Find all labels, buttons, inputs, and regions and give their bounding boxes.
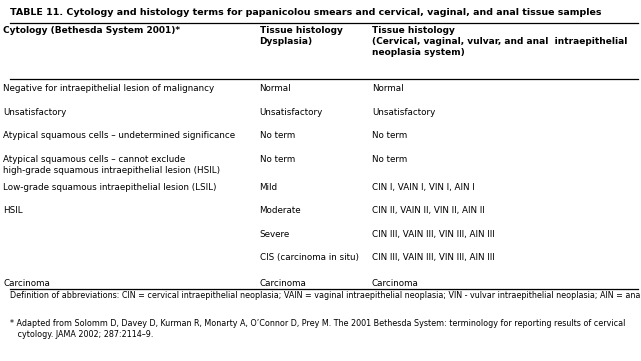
Text: Carcinoma: Carcinoma [260,279,306,288]
Text: Low-grade squamous intraepithelial lesion (LSIL): Low-grade squamous intraepithelial lesio… [3,183,217,192]
Text: Cytology (Bethesda System 2001)*: Cytology (Bethesda System 2001)* [3,26,180,35]
Text: CIN III, VAIN III, VIN III, AIN III: CIN III, VAIN III, VIN III, AIN III [372,253,494,262]
Text: No term: No term [372,155,407,164]
Text: Tissue histology
(Cervical, vaginal, vulvar, and anal  intraepithelial
neoplasia: Tissue histology (Cervical, vaginal, vul… [372,26,627,57]
Text: Carcinoma: Carcinoma [3,279,50,288]
Text: Mild: Mild [260,183,278,192]
Text: Unsatisfactory: Unsatisfactory [3,108,67,117]
Text: Unsatisfactory: Unsatisfactory [372,108,435,117]
Text: Atypical squamous cells – undetermined significance: Atypical squamous cells – undetermined s… [3,131,235,140]
Text: Atypical squamous cells – cannot exclude
high-grade squamous intraepithelial les: Atypical squamous cells – cannot exclude… [3,155,221,175]
Text: Definition of abbreviations: CIN = cervical intraepithelial neoplasia; VAIN = va: Definition of abbreviations: CIN = cervi… [10,291,641,300]
Text: Tissue histology
Dysplasia): Tissue histology Dysplasia) [260,26,342,46]
Text: CIN II, VAIN II, VIN II, AIN II: CIN II, VAIN II, VIN II, AIN II [372,206,485,216]
Text: Negative for intraepithelial lesion of malignancy: Negative for intraepithelial lesion of m… [3,84,214,93]
Text: Carcinoma: Carcinoma [372,279,419,288]
Text: HSIL: HSIL [3,206,23,216]
Text: Severe: Severe [260,230,290,239]
Text: No term: No term [260,131,295,140]
Text: No term: No term [260,155,295,164]
Text: Moderate: Moderate [260,206,301,216]
Text: CIN I, VAIN I, VIN I, AIN I: CIN I, VAIN I, VIN I, AIN I [372,183,474,192]
Text: * Adapted from Solomm D, Davey D, Kurman R, Monarty A, O’Connor D, Prey M. The 2: * Adapted from Solomm D, Davey D, Kurman… [10,319,625,339]
Text: No term: No term [372,131,407,140]
Text: Normal: Normal [372,84,403,93]
Text: Unsatisfactory: Unsatisfactory [260,108,323,117]
Text: TABLE 11. Cytology and histology terms for papanicolou smears and cervical, vagi: TABLE 11. Cytology and histology terms f… [10,8,601,17]
Text: CIS (carcinoma in situ): CIS (carcinoma in situ) [260,253,358,262]
Text: Normal: Normal [260,84,291,93]
Text: CIN III, VAIN III, VIN III, AIN III: CIN III, VAIN III, VIN III, AIN III [372,230,494,239]
